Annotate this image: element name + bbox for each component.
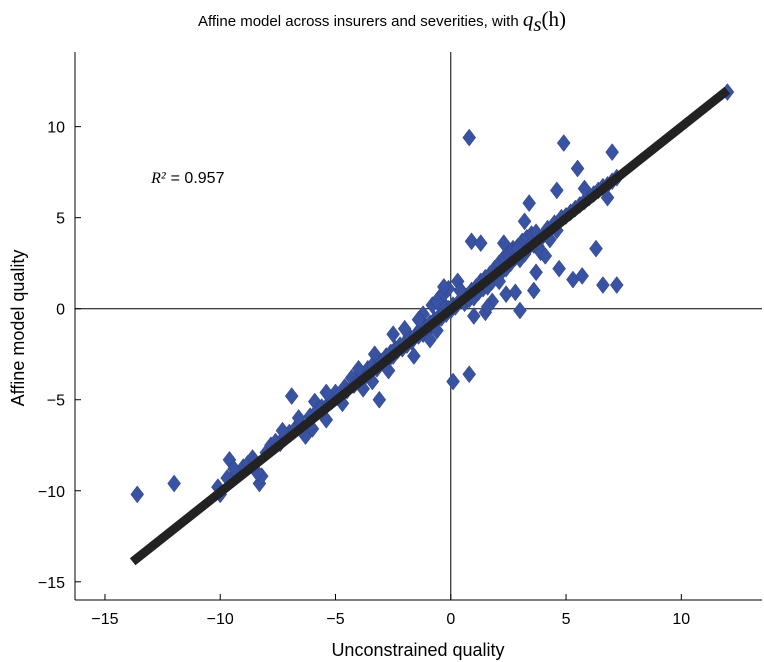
data-point	[496, 234, 511, 253]
fit-line-group	[129, 86, 731, 566]
data-point	[407, 347, 421, 365]
data-point	[446, 372, 460, 391]
data-point	[526, 281, 541, 300]
data-point	[372, 390, 387, 409]
r-squared-rhs: = 0.957	[171, 170, 225, 187]
y-tick-label: −15	[38, 575, 65, 592]
data-points	[130, 83, 735, 504]
chart-title-math-arg: (h)	[542, 7, 567, 31]
chart-title-math-sub: s	[533, 12, 541, 36]
data-point	[556, 134, 571, 152]
data-point	[577, 179, 592, 198]
r-squared-annotation: R² = 0.957	[150, 170, 225, 187]
x-axis-label: Unconstrained quality	[331, 640, 504, 660]
data-point	[430, 292, 444, 311]
data-point	[517, 212, 532, 231]
r-squared-lhs: R²	[150, 170, 167, 187]
y-tick-label: −10	[38, 484, 65, 501]
data-point	[589, 239, 603, 258]
x-tick-label: −5	[326, 611, 344, 628]
data-point	[423, 330, 437, 349]
chart-title-text: Affine model across insurers and severit…	[198, 13, 523, 30]
data-point	[605, 143, 619, 162]
data-point	[462, 365, 477, 384]
data-point	[464, 232, 479, 251]
chart-title-math-var: q	[523, 7, 534, 31]
data-point	[386, 325, 400, 344]
data-point	[411, 310, 426, 329]
y-tick-label: 10	[47, 120, 65, 137]
data-point	[552, 259, 566, 278]
data-point	[467, 307, 481, 325]
x-tick-label: −10	[207, 611, 234, 628]
data-point	[538, 246, 553, 265]
data-point	[609, 276, 624, 294]
fit-line	[129, 86, 731, 566]
data-point	[284, 387, 299, 406]
data-point	[508, 283, 523, 302]
data-point	[130, 485, 145, 504]
chart-title: Affine model across insurers and severit…	[198, 7, 566, 36]
data-point	[397, 319, 412, 338]
data-point	[473, 234, 488, 253]
y-tick-label: 5	[56, 211, 65, 228]
data-point	[462, 128, 477, 147]
data-point	[319, 383, 334, 402]
x-tick-label: 5	[562, 611, 571, 628]
y-tick-label: −5	[47, 393, 65, 410]
data-point	[529, 263, 543, 282]
x-tick-label: −15	[91, 611, 118, 628]
y-axis-label: Affine model quality	[8, 250, 28, 407]
data-point	[575, 267, 589, 285]
axes: −15 −10 −5 0 5 10 −15 −10 −5 0 5 10	[38, 52, 762, 628]
data-point	[480, 297, 495, 316]
data-point	[167, 474, 181, 493]
data-point	[522, 194, 536, 213]
x-tick-label: 0	[446, 611, 455, 628]
data-point	[513, 301, 527, 320]
data-point	[596, 276, 610, 294]
data-point	[570, 159, 585, 178]
plot-area	[75, 52, 762, 600]
data-point	[550, 181, 564, 200]
data-point	[437, 277, 451, 296]
y-tick-label: 0	[56, 302, 65, 319]
x-tick-label: 10	[672, 611, 690, 628]
